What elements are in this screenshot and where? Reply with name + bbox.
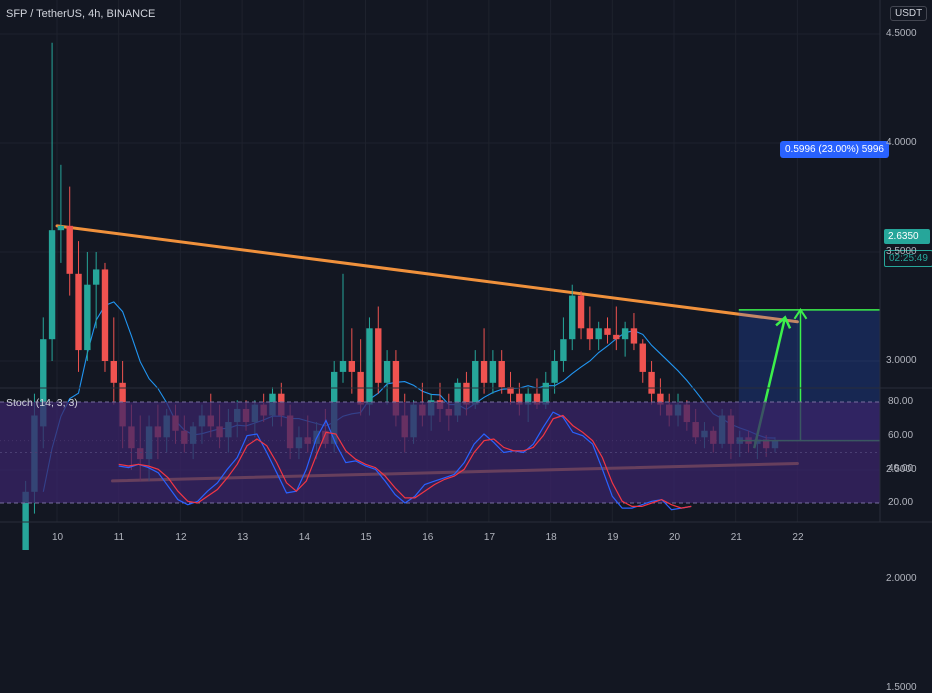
candle-body (657, 393, 664, 405)
chart-canvas (0, 0, 932, 550)
candle-body (533, 393, 541, 405)
time-tick-label: 14 (298, 532, 310, 543)
time-tick-label: 21 (730, 532, 742, 543)
candle-body (92, 269, 100, 285)
price-tick-label: 1.5000 (886, 682, 917, 693)
candle-body (586, 328, 594, 340)
candle-body (57, 225, 65, 231)
candle-body (577, 295, 585, 329)
candle-body (507, 387, 514, 394)
candle-body (454, 382, 461, 416)
candle-body (524, 393, 532, 405)
price-tick-label: 2.0000 (886, 573, 917, 584)
price-tick-label: 2.5000 (886, 464, 917, 475)
stoch-label[interactable]: Stoch (14, 3, 3) (6, 397, 78, 409)
candle-body (621, 328, 629, 340)
price-tick-label: 4.5000 (886, 28, 917, 39)
candle-body (366, 328, 373, 405)
time-tick-label: 15 (360, 532, 372, 543)
candle-body (375, 328, 382, 383)
countdown-badge: 02:25:49 (884, 250, 932, 267)
stoch-d-line (118, 414, 692, 509)
time-tick-label: 13 (237, 532, 249, 543)
candle-body (595, 328, 602, 340)
candle-body (66, 225, 73, 274)
time-tick-label: 11 (113, 532, 125, 543)
candle-body (383, 361, 391, 383)
stoch-k-line (118, 411, 692, 511)
currency-button[interactable]: USDT (890, 6, 928, 21)
candle-body (630, 328, 638, 344)
candle-body (348, 361, 356, 372)
time-tick-label: 10 (52, 532, 64, 543)
projection-arrowhead (775, 315, 792, 329)
price-tick-label: 3.5000 (886, 246, 917, 257)
time-tick-label: 16 (422, 532, 434, 543)
candle-body (498, 361, 505, 388)
candle-body (639, 343, 646, 372)
moving-average (42, 301, 776, 492)
candle-body (604, 328, 611, 335)
ma-line (42, 301, 776, 492)
candle-body (22, 491, 29, 550)
time-tick-label: 17 (483, 532, 496, 543)
time-tick-label: 18 (545, 532, 557, 543)
stoch-tick-label: 60.00 (888, 429, 914, 441)
candle-body (648, 371, 655, 394)
candle-body (560, 339, 567, 361)
candle-body (542, 382, 549, 405)
last-price-badge: 2.6350 (884, 229, 930, 244)
time-tick-label: 19 (607, 532, 619, 543)
symbol-title[interactable]: SFP / TetherUS, 4h, BINANCE (6, 8, 156, 20)
stoch-tick-label: 80.00 (888, 396, 914, 407)
stoch-tick-label: 40.00 (888, 463, 914, 475)
time-tick-label: 20 (669, 532, 681, 543)
candle-body (472, 361, 479, 405)
candle-body (40, 339, 47, 427)
candle-body (339, 361, 347, 372)
candle-body (463, 382, 470, 405)
trendline (55, 224, 799, 324)
candle-body (480, 361, 488, 383)
time-tick-label: 12 (175, 532, 187, 543)
candle-body (613, 334, 620, 340)
measure-label: 0.5996 (23.00%) 5996 (780, 141, 889, 158)
measure-arrowhead (793, 308, 808, 320)
candle-body (516, 393, 523, 405)
candle-body (75, 273, 82, 351)
time-tick-label: 22 (792, 532, 804, 543)
candle-body (110, 361, 117, 383)
candle-body (101, 269, 109, 361)
stoch-tick-label: 20.00 (888, 497, 914, 508)
price-tick-label: 4.0000 (886, 137, 917, 148)
candle-body (84, 284, 91, 351)
candle-body (569, 295, 576, 340)
candle-body (551, 361, 558, 383)
stoch-pane (0, 401, 880, 511)
axes (0, 0, 932, 523)
candle-body (489, 361, 497, 383)
candle-body (48, 230, 56, 340)
price-tick-label: 3.0000 (886, 355, 917, 366)
